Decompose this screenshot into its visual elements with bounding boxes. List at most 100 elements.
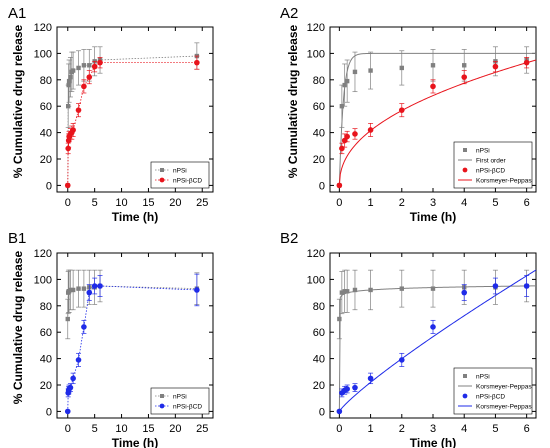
data-point — [344, 386, 350, 392]
legend-item: nPSi-βCD — [462, 167, 505, 174]
data-point — [339, 145, 345, 152]
data-point — [81, 324, 87, 330]
x-tick-label: 1 — [368, 197, 374, 209]
legend-item: nPSi — [155, 167, 187, 174]
data-point — [344, 78, 350, 84]
x-tick-label: 10 — [115, 197, 127, 209]
x-tick-label: 0 — [336, 197, 342, 209]
legend-item: nPSi-βCD — [462, 393, 505, 400]
legend-label: nPSi-βCD — [173, 403, 202, 410]
legend-label: nPSi — [476, 147, 490, 154]
legend: nPSi nPSi-βCD — [150, 387, 210, 415]
x-tick-label: 2 — [399, 423, 405, 435]
legend-label: nPSi — [173, 167, 187, 174]
x-tick-label: 3 — [430, 423, 436, 435]
series-korsmeyer-peppas — [338, 59, 536, 186]
plot-area — [64, 269, 200, 415]
data-point — [430, 63, 436, 68]
y-tick-label: 20 — [313, 154, 325, 166]
x-tick-label: 3 — [430, 197, 436, 209]
data-point — [64, 408, 71, 415]
chart-A2: A2 0 20 40 60 80 100 120 0 1 2 3 4 5 6 Time (h) % Cumula… — [280, 5, 537, 224]
y-tick-label: 120 — [307, 248, 325, 260]
legend-marker — [463, 374, 467, 378]
x-tick-label: 2 — [399, 197, 405, 209]
data-point — [66, 78, 72, 84]
data-point — [462, 63, 467, 68]
x-tick-label: 15 — [142, 197, 154, 209]
y-tick-label: 20 — [313, 380, 325, 392]
y-tick-label: 100 — [34, 274, 52, 286]
legend-label: nPSi — [476, 373, 490, 380]
y-tick-label: 0 — [46, 180, 52, 192]
y-tick-label: 80 — [40, 75, 52, 87]
x-tick-label: 20 — [169, 423, 181, 435]
x-tick-label: 6 — [524, 423, 530, 435]
y-tick-label: 40 — [40, 354, 52, 366]
plot-area — [336, 269, 536, 415]
y-tick-label: 100 — [307, 48, 325, 60]
y-axis-title: % Cumulative drug release — [11, 250, 25, 404]
data-point — [81, 63, 87, 68]
x-tick-label: 0 — [65, 423, 71, 435]
panel-label: A2 — [280, 5, 298, 22]
data-point — [91, 283, 98, 289]
panel-label: B2 — [280, 230, 298, 247]
y-tick-label: 120 — [34, 248, 52, 260]
x-tick-label: 10 — [115, 423, 127, 435]
legend-label: Korsmeyer-Peppas — [476, 383, 532, 390]
x-tick-label: 25 — [196, 423, 208, 435]
legend-item: nPSi — [463, 147, 490, 154]
fit-curve — [338, 285, 536, 412]
legend-label: Korsmeyer-Peppas — [476, 177, 532, 184]
legend-item: First order — [458, 157, 506, 164]
x-tick-label: 20 — [169, 197, 181, 209]
y-axis-title: % Cumulative drug release — [11, 24, 25, 178]
legend-label: nPSi — [173, 393, 187, 400]
legend-marker — [159, 177, 165, 183]
data-point — [65, 145, 71, 152]
panel-label: B1 — [8, 230, 26, 247]
data-point — [70, 375, 76, 382]
legend-label: First order — [476, 157, 506, 164]
legend: nPSi First order nPSi-βCD Korsmeyer-Peppas — [453, 141, 532, 189]
data-point — [75, 357, 82, 363]
series-korsmeyer-peppas — [338, 285, 536, 412]
data-point — [352, 287, 358, 293]
y-tick-label: 20 — [40, 154, 52, 166]
fit-curve — [338, 52, 536, 186]
data-point — [64, 182, 71, 189]
x-tick-label: 25 — [196, 197, 208, 209]
chart-A1: A1 0 20 40 60 80 100 120 0 5 10 15 20 25 Time (h) % Cum… — [8, 5, 214, 224]
x-tick-label: 1 — [368, 423, 374, 435]
legend-item: Korsmeyer-Peppas — [458, 177, 532, 184]
data-point — [523, 283, 530, 289]
y-tick-label: 80 — [40, 301, 52, 313]
y-tick-label: 0 — [46, 406, 52, 418]
y-tick-label: 40 — [40, 128, 52, 140]
plot-frame — [56, 252, 214, 419]
chart-B1: B1 0 20 40 60 80 100 120 0 5 10 15 20 25 Time (h) % Cum… — [8, 230, 214, 448]
data-point — [68, 74, 73, 80]
x-axis-title: Time (h) — [112, 436, 158, 448]
plot-area — [336, 46, 536, 189]
x-axis-title: Time (h) — [112, 210, 158, 224]
y-tick-label: 60 — [40, 327, 52, 339]
y-tick-label: 100 — [307, 274, 325, 286]
data-point — [75, 107, 82, 113]
data-point — [68, 287, 73, 293]
y-axis-title: % Cumulative drug release — [286, 24, 300, 178]
fit-curve — [338, 269, 536, 412]
data-point — [87, 63, 92, 68]
plot-area — [64, 42, 200, 189]
data-point — [91, 63, 98, 70]
data-point — [352, 69, 358, 75]
y-tick-label: 20 — [40, 380, 52, 392]
legend-label: nPSi-βCD — [173, 177, 202, 184]
legend-item: nPSi-βCD — [155, 177, 202, 184]
y-tick-label: 60 — [313, 327, 325, 339]
data-point — [81, 83, 87, 90]
data-point — [97, 59, 103, 66]
data-point — [344, 133, 350, 140]
panel-label: A1 — [8, 5, 26, 22]
